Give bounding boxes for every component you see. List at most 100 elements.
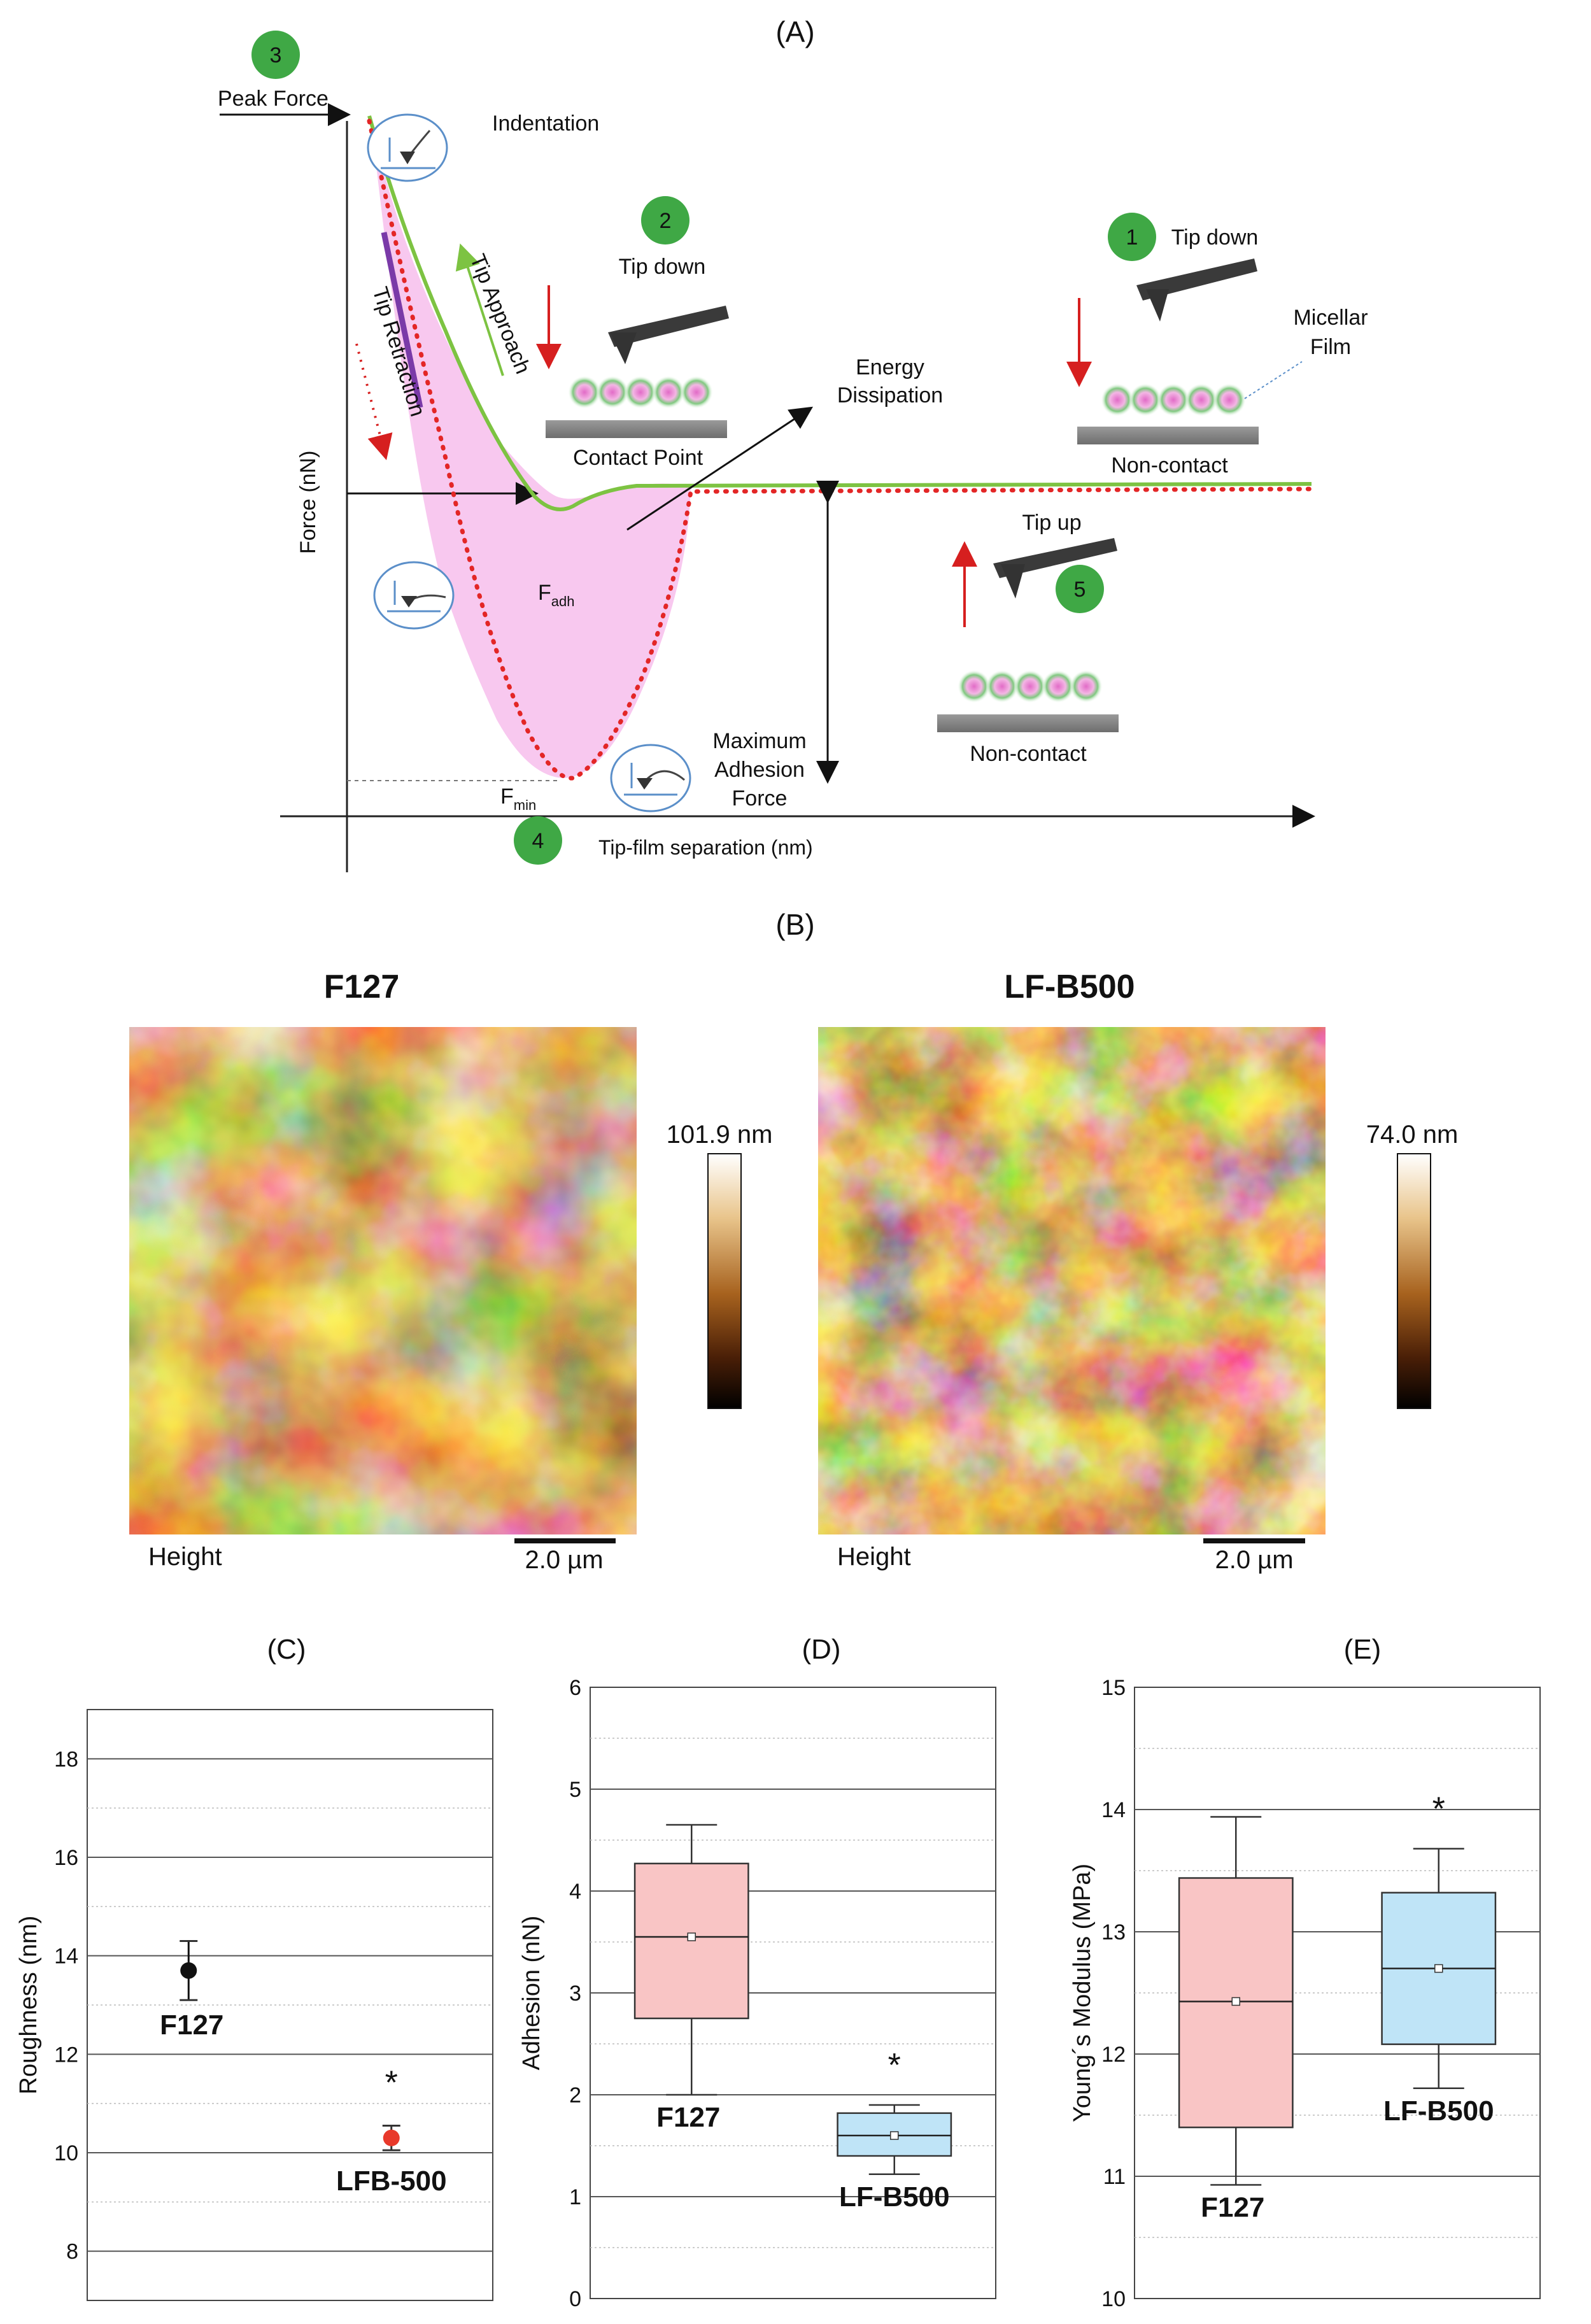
svg-text:5: 5: [1074, 577, 1086, 602]
y-tick-label: 13: [1101, 1920, 1126, 1945]
afm-image-lfb500: [818, 1027, 1326, 1534]
contact-point-scene: Tip down Contact Point: [536, 255, 729, 470]
indentation-icon: [367, 113, 448, 182]
max-adhesion-label-1: Maximum: [712, 729, 806, 753]
afm-title-right: LF-B500: [1004, 968, 1135, 1005]
y-axis-label: Adhesion (nN): [518, 1916, 545, 2071]
fadh-label: Fadh: [538, 581, 575, 609]
micelle-row-bottom: [958, 670, 1103, 703]
color-bar-left: [707, 1153, 742, 1409]
step-5-badge: 5: [1056, 565, 1104, 613]
point-label: LFB-500: [336, 2165, 447, 2197]
micellar-label-1: Micellar: [1293, 306, 1368, 330]
height-label-left: Height: [148, 1543, 222, 1571]
scalebar-label-left: 2.0 µm: [525, 1546, 603, 1574]
non-contact-label-1: Non-contact: [1111, 453, 1228, 478]
retraction-bar: [381, 232, 423, 408]
box-label: F127: [656, 2102, 720, 2133]
adhesion-tip-icon-left: [373, 561, 455, 630]
non-contact-scene-top: Tip down Non-contact Micellar Film: [1066, 225, 1368, 478]
tip-down-label-2: Tip down: [619, 255, 706, 279]
height-label-right: Height: [837, 1543, 911, 1571]
step-4-badge: 4: [514, 816, 562, 865]
energy-label-1: Energy: [856, 355, 924, 379]
non-contact-label-2: Non-contact: [970, 742, 1087, 766]
chart-e: (E) 10 11 12 13 14 15 Young´s Modulus (MPa) F127…: [1069, 1634, 1541, 2311]
chart-c: (C) 8 10 12 14 16 18 Roughness (nm) F127 LFB-500 *: [15, 1634, 493, 2301]
max-adhesion-label-2: Adhesion: [714, 758, 805, 782]
y-tick-label: 14: [54, 1945, 78, 1969]
mean-marker: [687, 1932, 696, 1941]
mean-marker: [1434, 1964, 1443, 1973]
peak-force-label: Peak Force: [218, 87, 329, 111]
svg-text:4: 4: [532, 829, 544, 853]
y-tick-label: 5: [569, 1778, 581, 1802]
y-tick-label: 12: [54, 2043, 78, 2067]
chart-panel-label: (C): [267, 1634, 306, 1665]
approach-curve: [367, 115, 1312, 511]
y-tick-label: 16: [54, 1846, 78, 1870]
svg-text:1: 1: [1126, 225, 1138, 250]
y-tick-label: 14: [1101, 1798, 1126, 1822]
tip-retraction-arrow: [355, 343, 393, 460]
box-label: LF-B500: [1383, 2095, 1494, 2127]
fmin-label: Fmin: [500, 784, 536, 813]
afm-image-f127: [129, 1027, 637, 1534]
box-label: F127: [1201, 2192, 1264, 2223]
y-tick-label: 2: [569, 2083, 581, 2108]
panel-b-label: (B): [775, 908, 814, 941]
significance-marker: *: [1432, 1790, 1445, 1827]
y-tick-label: 11: [1103, 2165, 1126, 2189]
significance-marker: *: [888, 2047, 901, 2084]
tip-up-label: Tip up: [1022, 511, 1081, 535]
panel-b-afm-images: (B) F127 LF-B500 101.9 nm 74.0 nm Height…: [129, 908, 1458, 1574]
dissipation-area: [371, 121, 691, 778]
y-tick-label: 15: [1101, 1676, 1126, 1700]
afm-title-left: F127: [324, 968, 400, 1005]
svg-text:3: 3: [270, 43, 282, 67]
color-bar-right: [1397, 1153, 1431, 1409]
tip-approach-label: Tip Approach: [465, 251, 535, 378]
x-axis-label: Tip-film separation (nm): [598, 836, 813, 859]
y-tick-label: 6: [569, 1676, 581, 1700]
micelle-row-contact: [568, 376, 713, 409]
mean-marker: [1231, 1997, 1240, 2006]
panel-a-label: (A): [775, 15, 814, 48]
significance-marker: *: [385, 2064, 398, 2101]
color-scale-right: 74.0 nm: [1366, 1121, 1459, 1149]
box-label: LF-B500: [839, 2181, 950, 2213]
chart-panel-label: (E): [1344, 1634, 1382, 1665]
tip-down-label-1: Tip down: [1171, 225, 1259, 250]
svg-text:2: 2: [660, 209, 672, 233]
indentation-label: Indentation: [492, 111, 599, 136]
point-label: F127: [160, 2009, 223, 2041]
scalebar-label-right: 2.0 µm: [1215, 1546, 1293, 1574]
y-tick-label: 12: [1101, 2043, 1126, 2067]
y-tick-label: 18: [54, 1747, 78, 1771]
contact-point-label: Contact Point: [573, 446, 704, 470]
chart-d: (D) 0 1 2 3 4 5 6 Adhesion (nN) F127 LF-B500 *: [518, 1634, 996, 2311]
y-tick-label: 10: [1101, 2287, 1126, 2311]
y-axis-label: Roughness (nm): [15, 1916, 42, 2095]
y-tick-label: 0: [569, 2287, 581, 2311]
y-tick-label: 10: [54, 2141, 78, 2165]
step-2-badge: 2: [641, 196, 689, 244]
adhesion-tip-icon-bottom: [610, 744, 691, 812]
y-tick-label: 1: [569, 2185, 581, 2209]
non-contact-scene-bottom: Tip up Non-contact: [937, 511, 1119, 766]
step-1-badge: 1: [1108, 213, 1156, 261]
mean-marker: [890, 2131, 899, 2140]
step-3-badge: 3: [251, 31, 300, 79]
color-scale-left: 101.9 nm: [667, 1121, 773, 1149]
y-tick-label: 4: [569, 1880, 581, 1904]
max-adhesion-label-3: Force: [732, 786, 788, 811]
chart-panel-label: (D): [802, 1634, 840, 1665]
data-point: [180, 1962, 197, 1979]
y-tick-label: 8: [66, 2240, 78, 2264]
retraction-curve: [367, 118, 1314, 781]
panel-a-force-curve: (A) Peak Force Tip Approach Tip Retracti…: [218, 15, 1368, 872]
y-axis-label: Young´s Modulus (MPa): [1069, 1864, 1096, 2122]
data-point: [383, 2129, 400, 2146]
